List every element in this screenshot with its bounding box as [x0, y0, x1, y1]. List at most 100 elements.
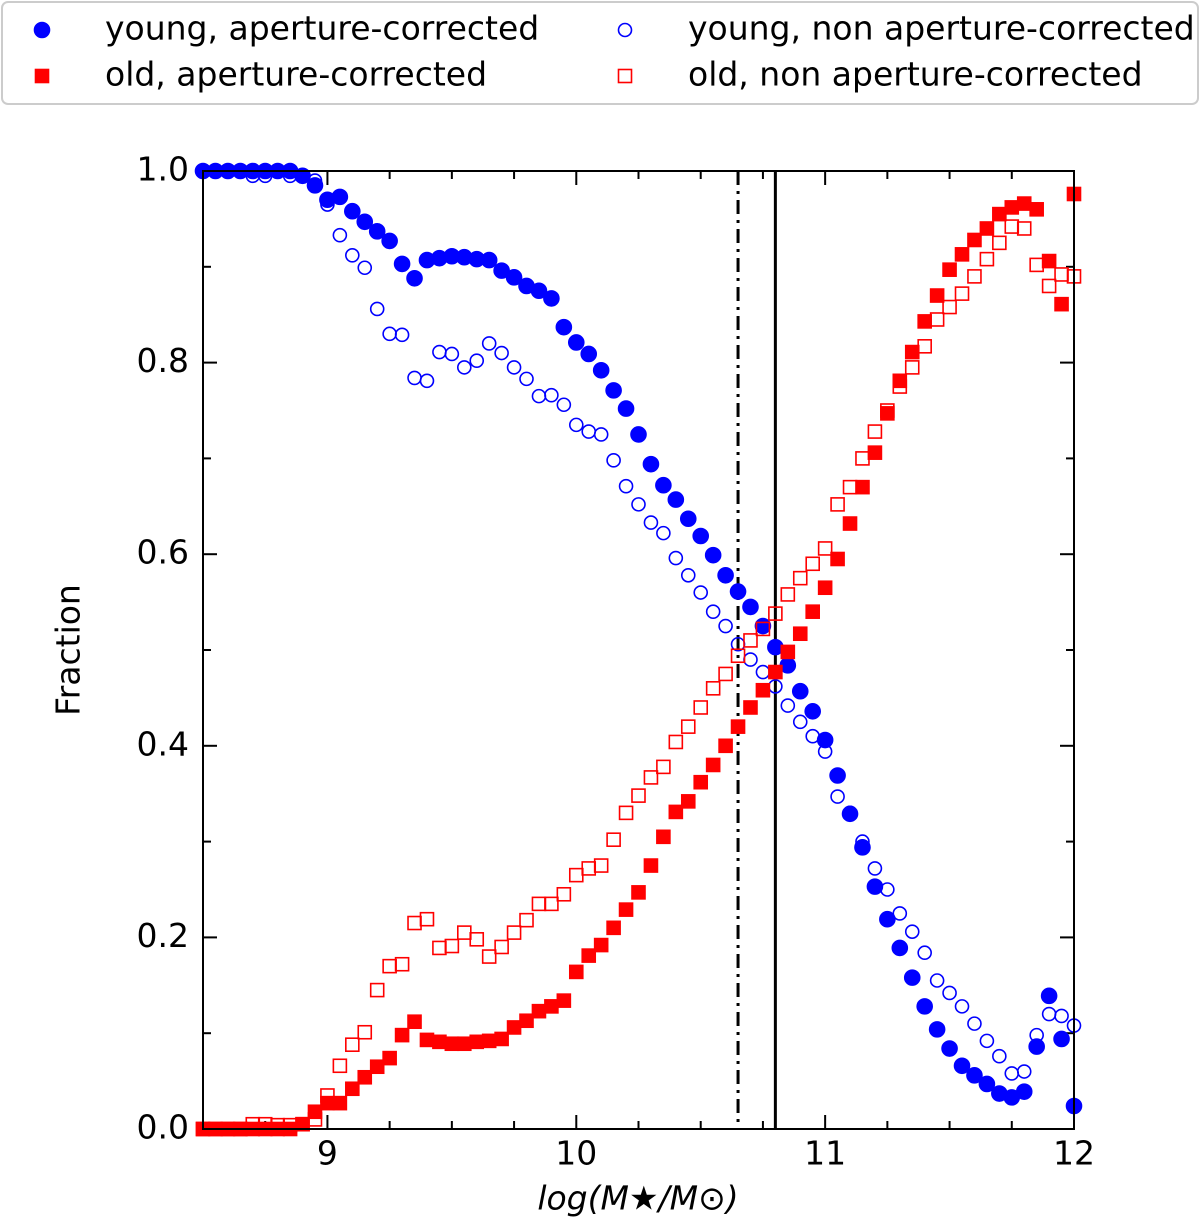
data-point — [656, 525, 671, 541]
data-point — [345, 1037, 360, 1052]
data-point — [618, 478, 634, 494]
data-point — [369, 1059, 385, 1075]
data-point — [805, 556, 821, 572]
data-point — [481, 1033, 497, 1049]
data-point — [967, 232, 982, 248]
data-point — [631, 788, 646, 803]
data-point — [530, 282, 548, 300]
data-point — [618, 902, 634, 917]
data-point — [780, 587, 796, 602]
data-point — [1016, 1064, 1032, 1079]
data-point — [692, 527, 710, 545]
data-point — [1041, 278, 1057, 294]
data-point — [1040, 987, 1058, 1005]
data-point — [506, 360, 522, 375]
data-point — [705, 757, 721, 773]
data-point — [942, 262, 957, 277]
data-point — [544, 896, 559, 912]
data-point — [407, 1014, 422, 1030]
data-point — [456, 360, 472, 375]
x-axis-label: log(M★/M⊙) — [537, 1179, 738, 1218]
data-point — [755, 664, 771, 680]
data-point — [928, 1021, 946, 1038]
data-point — [667, 491, 685, 508]
data-point — [718, 666, 733, 682]
data-point — [979, 1033, 995, 1049]
data-point — [966, 1067, 983, 1084]
data-point — [1015, 1083, 1033, 1100]
data-point — [381, 232, 398, 250]
data-point — [817, 541, 833, 556]
x-tick-label: 12 — [1053, 1134, 1095, 1173]
data-point — [480, 251, 498, 269]
data-point — [593, 427, 609, 442]
legend-marker — [33, 21, 51, 39]
data-point — [967, 269, 982, 284]
data-point — [1004, 219, 1020, 234]
data-point — [804, 703, 822, 720]
data-point — [730, 719, 746, 734]
data-point — [393, 255, 411, 273]
data-point — [1041, 1006, 1057, 1022]
data-point — [543, 290, 560, 307]
data-point — [642, 455, 660, 473]
data-point — [1054, 267, 1069, 282]
data-point — [693, 585, 709, 600]
data-point — [891, 939, 909, 957]
data-point — [444, 1036, 460, 1052]
data-point — [332, 1058, 348, 1074]
data-point — [953, 1057, 971, 1075]
data-point — [1029, 257, 1044, 273]
data-point — [680, 719, 696, 734]
data-point — [606, 453, 621, 468]
data-point — [592, 361, 610, 379]
data-point — [1016, 221, 1032, 236]
data-point — [568, 867, 584, 883]
data-point — [368, 223, 386, 240]
data-point — [1029, 1027, 1044, 1043]
data-point — [444, 346, 460, 362]
data-point — [992, 235, 1007, 251]
data-point — [979, 251, 995, 267]
data-point — [407, 915, 422, 931]
y-tick-label: 0.0 — [137, 1108, 189, 1147]
data-point — [867, 445, 883, 460]
data-point — [668, 550, 684, 566]
data-point — [307, 173, 323, 188]
data-point — [295, 168, 310, 184]
data-point — [842, 516, 858, 531]
data-point — [992, 1048, 1007, 1064]
data-point — [606, 832, 621, 847]
data-point — [743, 652, 758, 667]
data-point — [880, 406, 895, 421]
data-point — [481, 949, 497, 964]
data-point — [494, 939, 509, 955]
data-point — [680, 567, 696, 583]
data-point — [942, 985, 957, 1001]
data-point — [729, 583, 747, 600]
data-point — [855, 479, 870, 495]
data-point — [917, 314, 932, 329]
data-point — [742, 598, 759, 616]
data-point — [506, 1020, 522, 1035]
data-point — [730, 648, 746, 664]
data-point — [929, 288, 945, 303]
data-point — [556, 993, 572, 1008]
data-point — [531, 1003, 547, 1019]
data-point — [1041, 253, 1057, 269]
data-point — [1053, 1030, 1070, 1048]
data-point — [743, 700, 758, 715]
data-point — [656, 759, 671, 775]
data-point — [929, 312, 945, 327]
data-point — [693, 774, 709, 790]
data-point — [892, 379, 908, 394]
data-point — [419, 1032, 435, 1048]
x-tick-label: 9 — [317, 1134, 338, 1173]
data-point — [867, 861, 883, 876]
y-tick-label: 0.4 — [137, 724, 189, 763]
data-point — [817, 744, 833, 759]
data-point — [630, 426, 647, 443]
data-point — [668, 734, 684, 750]
data-point — [717, 566, 734, 584]
